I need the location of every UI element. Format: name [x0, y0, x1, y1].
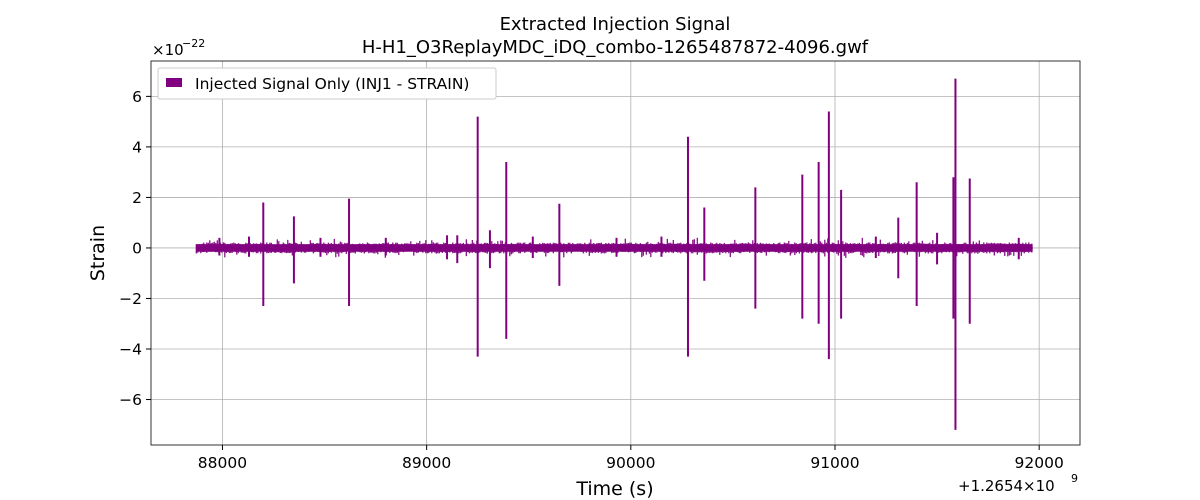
y-tick-label: 6 — [132, 88, 142, 106]
legend-label: Injected Signal Only (INJ1 - STRAIN) — [195, 75, 469, 93]
y-scale-exponent: −22 — [182, 37, 205, 50]
chart-subtitle: H-H1_O3ReplayMDC_iDQ_combo-1265487872-40… — [362, 37, 869, 58]
chart-title: Extracted Injection Signal — [500, 14, 731, 35]
x-tick-label: 89000 — [402, 454, 451, 472]
y-tick-label: −2 — [119, 290, 142, 308]
x-tick-label: 91000 — [810, 454, 859, 472]
x-offset-label: +1.2654×10 9 — [958, 472, 1078, 495]
x-axis-ticks: 88000 89000 90000 91000 92000 — [198, 445, 1064, 472]
y-tick-label: −4 — [119, 341, 142, 359]
series-injected-signal — [195, 78, 1033, 430]
plot-frame — [150, 60, 1081, 446]
legend-swatch — [166, 78, 182, 87]
y-tick-label: −6 — [119, 391, 142, 409]
y-tick-label: 2 — [132, 189, 142, 207]
x-tick-label: 88000 — [198, 454, 247, 472]
y-axis-ticks: −6 −4 −2 0 2 4 6 — [119, 88, 151, 409]
legend-box — [157, 67, 497, 100]
y-axis-label: Strain — [87, 225, 109, 281]
y-scale-base: ×10 — [152, 41, 184, 59]
x-offset-exponent: 9 — [1071, 472, 1078, 485]
legend: Injected Signal Only (INJ1 - STRAIN) — [157, 67, 497, 100]
x-tick-label: 90000 — [606, 454, 655, 472]
x-axis-label: Time (s) — [575, 478, 653, 500]
y-scale-label: ×10 −22 — [152, 37, 205, 59]
y-tick-label: 0 — [132, 239, 142, 257]
x-tick-label: 92000 — [1015, 454, 1064, 472]
x-offset-base: +1.2654×10 — [958, 477, 1055, 495]
y-tick-label: 4 — [132, 138, 142, 156]
